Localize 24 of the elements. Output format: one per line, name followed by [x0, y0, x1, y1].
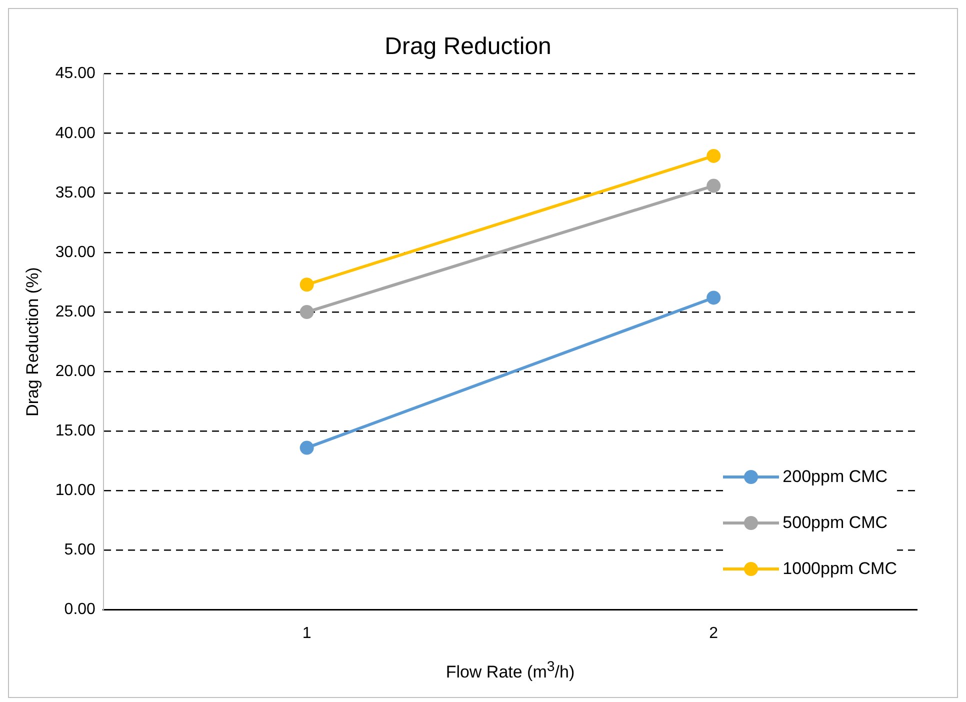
y-tick-label: 0.00 — [64, 601, 96, 618]
y-tick-label: 20.00 — [55, 362, 96, 380]
y-tick-label: 5.00 — [64, 542, 96, 559]
point — [706, 290, 721, 305]
point — [706, 178, 721, 193]
x-axis-title: Flow Rate (m$^{3}$/h) — [444, 659, 576, 683]
legend-label: 200ppm CMC — [782, 466, 888, 487]
y-tick-label: 10.00 — [55, 482, 96, 500]
y-tick-label: 15.00 — [55, 422, 96, 440]
x-tick-label: 2 — [709, 624, 718, 642]
chart-title: Drag Reduction — [384, 33, 552, 60]
legend-label: 1000ppm CMC — [782, 558, 897, 579]
y-tick-label: 30.00 — [55, 244, 96, 261]
point — [300, 305, 314, 320]
point — [706, 148, 721, 163]
y-tick-label: 25.00 — [55, 303, 96, 320]
y-tick-label: 45.00 — [55, 65, 96, 82]
y-tick-label: 40.00 — [55, 124, 96, 142]
x-tick-label: 1 — [302, 624, 312, 642]
point — [300, 278, 314, 292]
y-tick-label: 35.00 — [55, 184, 96, 202]
legend-label: 500ppm CMC — [782, 512, 888, 533]
y-axis-title: Drag Reduction (%) — [22, 267, 42, 416]
point — [300, 440, 314, 455]
